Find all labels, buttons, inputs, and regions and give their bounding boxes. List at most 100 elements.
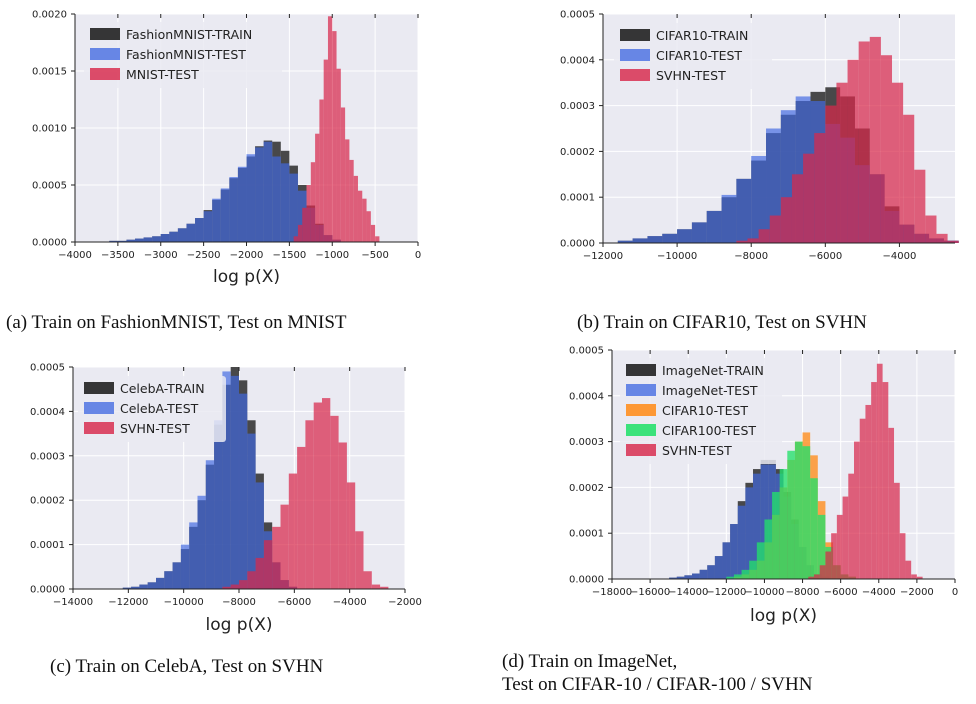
histogram-bar bbox=[293, 236, 298, 242]
histogram-bar bbox=[721, 194, 737, 243]
chart-panel-4: −18000−16000−14000−12000−10000 −8000 −6000… bbox=[569, 346, 958, 627]
histogram-bar bbox=[143, 237, 153, 242]
histogram-bar bbox=[336, 68, 341, 242]
histogram-bar bbox=[237, 166, 247, 242]
histogram-bar bbox=[297, 224, 303, 242]
legend-label: CIFAR100-TEST bbox=[662, 423, 756, 438]
x-tick-label: −10000 bbox=[657, 251, 697, 262]
histogram-bar bbox=[847, 59, 859, 243]
histogram-bar bbox=[366, 211, 371, 242]
histogram-bar bbox=[212, 198, 221, 242]
histogram-bar bbox=[737, 505, 746, 579]
histogram-bar bbox=[859, 418, 866, 579]
x-tick-label: −4000 bbox=[883, 251, 917, 262]
x-tick-label: −8000 bbox=[734, 251, 768, 262]
histogram-bar bbox=[714, 556, 723, 579]
histogram-bar bbox=[741, 569, 750, 579]
x-tick-label: −1500 bbox=[272, 250, 306, 261]
y-tick-label: 0.0005 bbox=[569, 346, 604, 357]
histogram-bar bbox=[180, 544, 190, 589]
x-tick-label: −10000 bbox=[744, 587, 784, 598]
chart-panel-2: −12000 −10000 −8000 −6000 −4000 0.0000 0.0001 0… bbox=[560, 10, 959, 262]
y-tick-label: 0.0002 bbox=[569, 483, 604, 494]
histogram-bar bbox=[842, 496, 849, 579]
histogram-bar bbox=[280, 163, 290, 242]
y-tick-label: 0.0000 bbox=[569, 575, 604, 586]
y-tick-label: 0.0000 bbox=[30, 585, 65, 596]
histogram-bar bbox=[662, 233, 678, 243]
x-tick-label: −1000 bbox=[315, 250, 349, 261]
x-tick-label: −4000 bbox=[333, 597, 367, 608]
x-tick-label: 0 bbox=[952, 587, 958, 598]
histogram-bar bbox=[745, 487, 754, 579]
histogram-bar bbox=[310, 162, 316, 242]
x-axis-label: log p(X) bbox=[213, 267, 280, 287]
histogram-bar bbox=[848, 473, 855, 579]
histogram-bar bbox=[677, 229, 692, 243]
histogram-bar bbox=[876, 363, 883, 579]
caption-c: (c) Train on CelebA, Test on SVHN bbox=[50, 656, 324, 677]
histogram-bar bbox=[288, 473, 298, 589]
histogram-bar bbox=[772, 491, 780, 579]
histogram-bar bbox=[617, 240, 633, 243]
x-axis-label: log p(X) bbox=[205, 615, 272, 635]
x-tick-label: −8000 bbox=[786, 587, 820, 598]
caption-d: (d) Train on ImageNet, Test on CIFAR-10 … bbox=[502, 650, 812, 696]
histogram-bar bbox=[751, 155, 767, 243]
histogram-bar bbox=[756, 542, 765, 579]
histogram-bar bbox=[747, 238, 759, 243]
histogram-bar bbox=[779, 469, 788, 579]
histogram-bar bbox=[699, 569, 708, 579]
x-tick-label: −14000 bbox=[53, 597, 93, 608]
series-3 bbox=[293, 16, 380, 243]
histogram-bar bbox=[164, 571, 173, 589]
caption-b: (b) Train on CIFAR10, Test on SVHN bbox=[577, 312, 867, 333]
y-tick-label: 0.0004 bbox=[569, 391, 604, 402]
histogram-bar bbox=[707, 565, 715, 579]
histogram-bar bbox=[323, 59, 328, 242]
legend-label: SVHN-TEST bbox=[120, 421, 190, 436]
histogram-bar bbox=[925, 215, 937, 243]
histogram-bar bbox=[340, 107, 346, 242]
histogram-bar bbox=[764, 519, 773, 579]
y-tick-label: 0.0005 bbox=[32, 181, 67, 192]
histogram-bar bbox=[255, 147, 264, 242]
legend-box bbox=[84, 22, 282, 88]
legend-swatch bbox=[626, 364, 656, 376]
histogram-bar bbox=[787, 450, 795, 579]
y-tick-label: 0.0003 bbox=[569, 437, 604, 448]
histogram-bar bbox=[197, 495, 206, 589]
histogram-bar bbox=[327, 16, 333, 243]
x-tick-label: 0 bbox=[415, 250, 421, 261]
histogram-bar bbox=[247, 433, 256, 589]
histogram-bar bbox=[882, 382, 889, 579]
histogram-bar bbox=[749, 560, 757, 579]
histogram-bar bbox=[263, 540, 273, 589]
histogram-bar bbox=[880, 55, 893, 243]
histogram-bar bbox=[169, 231, 178, 242]
legend-label: MNIST-TEST bbox=[126, 67, 199, 82]
histogram-bar bbox=[246, 154, 256, 242]
legend-label: SVHN-TEST bbox=[656, 68, 726, 83]
histogram-bar bbox=[220, 188, 230, 242]
caption-d-line-1: (d) Train on ImageNet, bbox=[502, 651, 678, 672]
legend-swatch bbox=[620, 69, 650, 81]
histogram-bar bbox=[305, 420, 314, 589]
y-tick-label: 0.0001 bbox=[560, 193, 595, 204]
histogram-bar bbox=[736, 240, 748, 243]
histogram-bar bbox=[263, 141, 273, 242]
histogram-bar bbox=[203, 211, 213, 242]
histogram-bar bbox=[109, 240, 118, 242]
legend-swatch bbox=[620, 29, 650, 41]
y-tick-label: 0.0010 bbox=[32, 124, 67, 135]
histogram-bar bbox=[297, 446, 306, 589]
histogram-bar bbox=[160, 234, 170, 242]
histogram-bar bbox=[289, 173, 298, 242]
histogram-bar bbox=[736, 178, 752, 243]
legend: CIFAR10-TRAIN CIFAR10-TEST SVHN-TEST bbox=[614, 23, 772, 89]
x-tick-label: −12000 bbox=[583, 251, 623, 262]
x-tick-label: −4000 bbox=[862, 587, 896, 598]
histogram-bar bbox=[911, 574, 917, 579]
histogram-bar bbox=[186, 223, 196, 242]
histogram-bar bbox=[313, 402, 322, 589]
